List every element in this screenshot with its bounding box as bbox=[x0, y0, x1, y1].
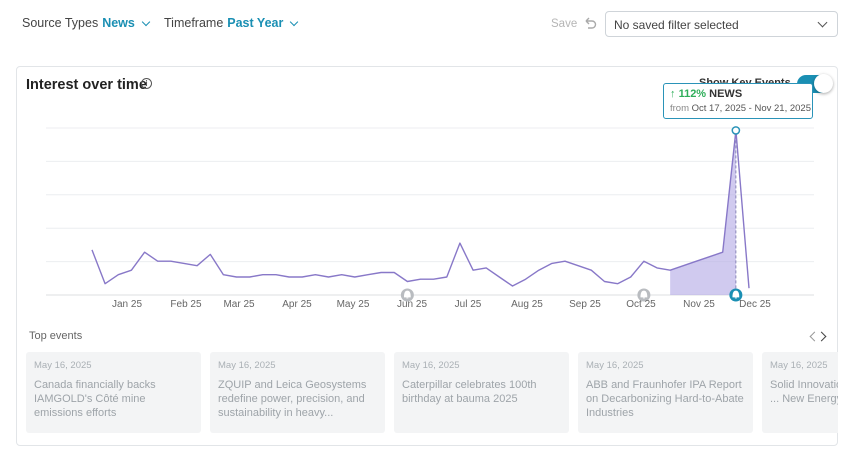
event-date: May 16, 2025 bbox=[402, 360, 460, 371]
source-types-label: Source Types bbox=[22, 16, 99, 30]
x-tick-label: Jul 25 bbox=[455, 299, 482, 310]
top-events-label: Top events bbox=[29, 330, 83, 342]
source-types-filter[interactable]: Source Types News bbox=[22, 16, 151, 30]
x-tick-label: Nov 25 bbox=[683, 299, 715, 310]
event-date: May 16, 2025 bbox=[770, 360, 828, 371]
tooltip-range: Oct 17, 2025 - Nov 21, 2025 bbox=[691, 103, 811, 114]
highlight-area bbox=[670, 130, 736, 295]
x-tick-label: Oct 25 bbox=[626, 299, 656, 310]
x-tick-label: Aug 25 bbox=[511, 299, 543, 310]
x-tick-label: Mar 25 bbox=[223, 299, 255, 310]
timeframe-label: Timeframe bbox=[164, 16, 224, 30]
event-bell-icon bbox=[729, 288, 743, 302]
event-date: May 16, 2025 bbox=[586, 360, 644, 371]
tooltip-change: 112% bbox=[678, 88, 707, 100]
filter-bar: Source Types News Timeframe Past Year Sa… bbox=[0, 0, 858, 50]
chart-grid bbox=[46, 127, 814, 296]
x-tick-label: Sep 25 bbox=[569, 299, 601, 310]
event-title: Caterpillar celebrates 100th birthday at… bbox=[402, 379, 537, 405]
event-card[interactable]: May 16, 2025 Canada financially backs IA… bbox=[26, 352, 201, 433]
chart-highlight bbox=[670, 130, 737, 295]
undo-icon[interactable] bbox=[582, 15, 598, 31]
x-tick-label: Dec 25 bbox=[739, 299, 771, 310]
tooltip-range-row: from Oct 17, 2025 - Nov 21, 2025 bbox=[670, 103, 811, 114]
chart-ticks: Jan 25 Feb 25 Mar 25 Apr 25 May 25 Jun 25 Jul … bbox=[112, 299, 771, 310]
event-card[interactable]: May 16, 2025 ZQUIP and Leica Geosystems … bbox=[210, 352, 385, 433]
interest-chart: Jan 25 Feb 25 Mar 25 Apr 25 May 25 Jun 25 Jul … bbox=[46, 126, 814, 310]
bell-glyph bbox=[732, 290, 740, 299]
peak-point bbox=[731, 126, 741, 135]
source-types-value: News bbox=[102, 16, 135, 30]
bell-glyph bbox=[640, 290, 648, 299]
tooltip-source: NEWS bbox=[709, 88, 743, 100]
event-date: May 16, 2025 bbox=[218, 360, 276, 371]
saved-filter-select[interactable]: No saved filter selected bbox=[605, 11, 838, 37]
chart-markers bbox=[400, 126, 743, 302]
toggle-knob bbox=[814, 74, 833, 93]
event-card[interactable]: May 16, 2025 Caterpillar celebrates 100t… bbox=[394, 352, 569, 433]
info-icon[interactable]: i bbox=[141, 78, 152, 89]
x-tick-label: May 25 bbox=[337, 299, 370, 310]
x-tick-label: Feb 25 bbox=[170, 299, 202, 310]
chart-line bbox=[91, 129, 750, 289]
event-title: Canada financially backs IAMGOLD's Côté … bbox=[34, 379, 156, 419]
event-title: ZQUIP and Leica Geosystems redefine powe… bbox=[218, 379, 367, 419]
x-tick-label: Jun 25 bbox=[397, 299, 427, 310]
saved-filter-value: No saved filter selected bbox=[614, 18, 739, 32]
event-card[interactable]: May 16, 2025 ABB and Fraunhofer IPA Repo… bbox=[578, 352, 753, 433]
event-title: ABB and Fraunhofer IPA Report on Decarbo… bbox=[586, 379, 744, 419]
x-tick-label: Apr 25 bbox=[282, 299, 312, 310]
bell-glyph bbox=[403, 290, 411, 299]
save-button[interactable]: Save bbox=[551, 18, 578, 30]
event-bell-icon bbox=[400, 288, 414, 302]
event-date: May 16, 2025 bbox=[34, 360, 92, 371]
event-title: Solid Innovation for Tomorrow: ... New E… bbox=[770, 379, 838, 405]
event-card[interactable]: May 16, 2025 Solid Innovation for Tomorr… bbox=[762, 352, 838, 433]
top-events-list: May 16, 2025 Canada financially backs IA… bbox=[26, 352, 838, 434]
x-tick-label: Jan 25 bbox=[112, 299, 142, 310]
timeframe-value: Past Year bbox=[227, 16, 284, 30]
timeframe-filter[interactable]: Timeframe Past Year bbox=[164, 16, 299, 30]
tooltip-arrow: ↑ bbox=[670, 88, 676, 100]
tooltip-headline: ↑ 112% NEWS bbox=[670, 88, 806, 100]
tooltip-from-label: from bbox=[670, 103, 689, 114]
card-title: Interest over time bbox=[26, 77, 147, 93]
chart-tooltip: ↑ 112% NEWS from Oct 17, 2025 - Nov 21, … bbox=[663, 83, 813, 119]
event-bell-icon bbox=[637, 288, 651, 302]
series-line bbox=[91, 129, 750, 289]
